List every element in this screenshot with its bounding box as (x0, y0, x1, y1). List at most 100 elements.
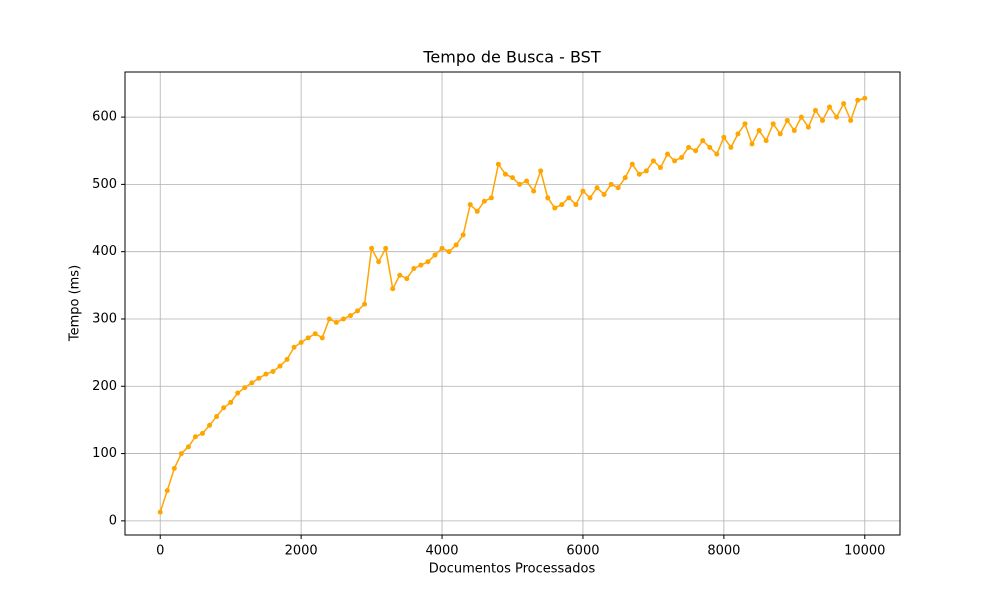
x-tick-label: 4000 (425, 544, 458, 559)
x-tick-label: 2000 (285, 544, 318, 559)
data-point (319, 335, 325, 341)
data-point (770, 121, 776, 127)
data-point (855, 97, 861, 103)
data-point (249, 380, 255, 386)
data-point (305, 335, 311, 341)
data-point (517, 181, 523, 187)
data-point (404, 276, 410, 282)
y-tick-label: 600 (92, 110, 117, 125)
data-point (446, 249, 452, 255)
data-point (693, 148, 699, 154)
data-point (474, 208, 480, 214)
y-axis-label: Tempo (ms) (68, 265, 83, 342)
data-point (784, 117, 790, 123)
data-point (439, 245, 445, 251)
y-tick-label: 500 (92, 177, 117, 192)
data-point (650, 158, 656, 164)
data-point (714, 151, 720, 157)
data-point (629, 161, 635, 167)
data-point (235, 390, 241, 396)
data-point (453, 242, 459, 248)
data-point (425, 259, 431, 265)
data-point (355, 308, 360, 314)
y-tick-label: 400 (92, 244, 117, 259)
data-point (362, 301, 368, 307)
data-point (524, 178, 530, 184)
y-tick-label: 0 (109, 513, 117, 528)
data-point (481, 198, 487, 204)
data-point (608, 181, 614, 187)
data-point (369, 245, 375, 251)
data-point (263, 371, 269, 377)
data-point (552, 205, 558, 211)
data-point (390, 286, 396, 292)
data-point (622, 175, 628, 181)
data-point (615, 185, 621, 191)
data-point (333, 319, 339, 325)
data-point (256, 375, 262, 381)
data-line (159, 97, 865, 513)
y-tick-label: 100 (92, 446, 117, 461)
data-point (185, 444, 191, 450)
data-point (763, 138, 769, 144)
data-point (672, 158, 678, 164)
data-point (270, 368, 276, 374)
data-point (636, 171, 642, 177)
plot-frame (124, 71, 901, 536)
data-point (157, 509, 163, 515)
data-point (580, 188, 586, 194)
data-point (460, 232, 466, 238)
data-point (383, 245, 389, 251)
data-point (841, 101, 847, 107)
data-point (214, 414, 220, 420)
data-point (397, 272, 403, 278)
data-point (488, 195, 494, 201)
data-point (573, 202, 579, 208)
data-point (495, 161, 501, 167)
data-point (545, 195, 551, 201)
data-point (791, 128, 797, 134)
data-point (277, 363, 283, 369)
x-tick-label: 6000 (566, 544, 599, 559)
data-point (312, 331, 318, 337)
data-point (777, 131, 783, 137)
data-point (566, 195, 572, 201)
data-point (827, 104, 833, 110)
data-point (242, 385, 248, 391)
data-point (686, 144, 692, 150)
data-point (228, 399, 234, 405)
data-point (291, 344, 297, 350)
data-point (679, 154, 685, 160)
data-point (538, 168, 544, 174)
data-point (467, 202, 473, 208)
data-point (347, 313, 353, 319)
y-tick-label: 300 (92, 311, 117, 326)
data-point (411, 266, 417, 272)
data-point (559, 202, 565, 208)
data-point (587, 195, 593, 201)
data-point (812, 107, 818, 113)
data-point (756, 128, 762, 134)
data-point (643, 168, 649, 174)
data-point (707, 144, 713, 150)
data-point (601, 191, 607, 197)
data-point (531, 188, 537, 194)
data-point (510, 175, 515, 181)
data-point (834, 114, 840, 120)
data-point (594, 185, 600, 191)
data-point (862, 95, 868, 101)
data-point (178, 451, 184, 457)
chart-title: Tempo de Busca - BST (422, 48, 600, 67)
data-point (805, 124, 811, 130)
x-tick-label: 0 (156, 544, 164, 559)
data-point (221, 405, 227, 411)
x-tick-label: 10000 (844, 544, 885, 559)
data-point (742, 121, 748, 127)
data-point (657, 165, 663, 171)
data-point (171, 465, 177, 471)
data-point (820, 117, 825, 123)
data-point (200, 430, 205, 436)
data-point (418, 262, 424, 268)
data-point (192, 434, 198, 440)
